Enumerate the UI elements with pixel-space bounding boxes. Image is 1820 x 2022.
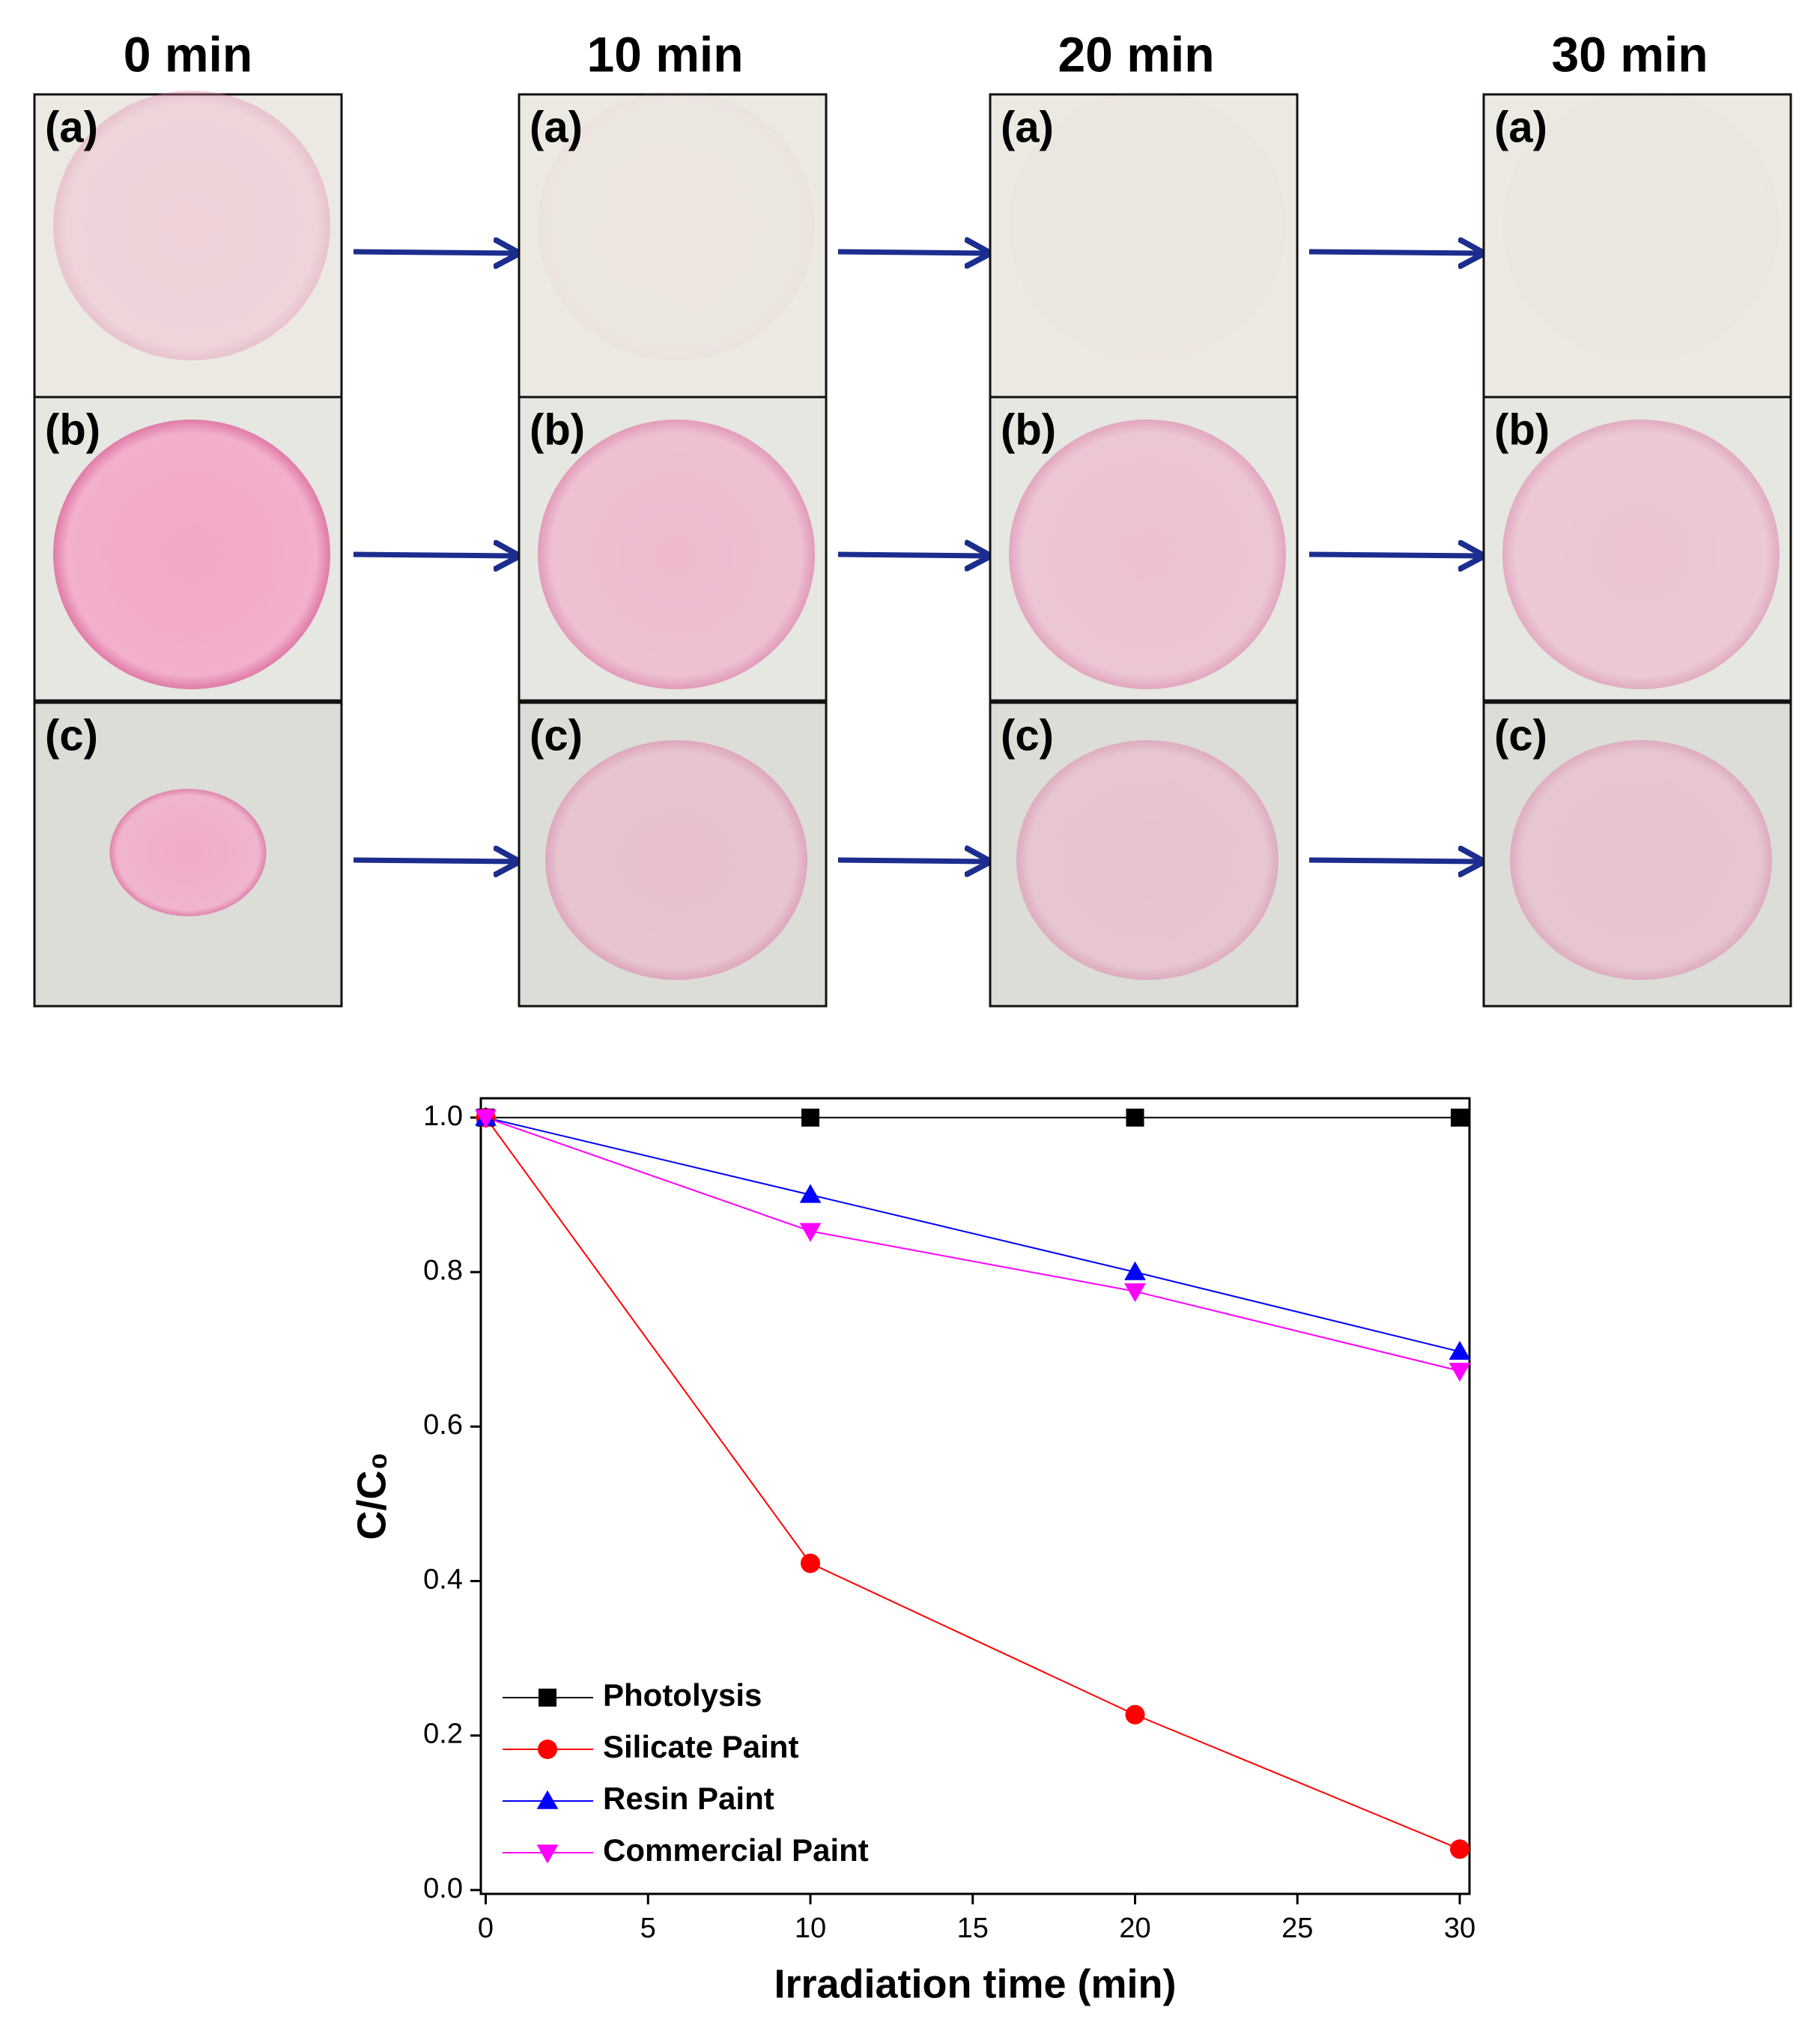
y-tick-label: 1.0 [423, 1101, 463, 1132]
x-axis-label: Irradiation time (min) [774, 1961, 1176, 2006]
panel-label: (a) [1001, 103, 1054, 151]
marker [799, 1184, 822, 1203]
marker [801, 1108, 819, 1127]
stain [545, 740, 807, 980]
panel-label: (b) [530, 405, 585, 454]
marker [538, 1740, 557, 1759]
panel-label: (c) [45, 711, 98, 760]
marker [1126, 1108, 1144, 1127]
panel-label: (b) [1494, 405, 1550, 454]
x-tick-label: 10 [795, 1913, 826, 1944]
photo-grid: 0 min(a)(b)(c)10 min(a)(b)(c)20 min(a)(b… [33, 26, 1792, 1008]
arrow [1308, 554, 1479, 556]
marker [1124, 1283, 1146, 1303]
column-title: 30 min [1551, 26, 1708, 82]
stain [538, 420, 815, 689]
stain [109, 789, 267, 916]
arrow [1308, 252, 1479, 253]
x-tick-label: 25 [1281, 1913, 1313, 1944]
legend-label: Resin Paint [603, 1781, 774, 1816]
x-tick-label: 20 [1119, 1913, 1150, 1944]
x-tick-label: 0 [478, 1913, 494, 1944]
arrow [353, 252, 515, 253]
panel-label: (b) [45, 405, 100, 454]
marker [1449, 1363, 1471, 1382]
stain [1510, 740, 1772, 980]
arrow [1308, 860, 1479, 862]
legend-label: Photolysis [603, 1677, 762, 1713]
panel-label: (a) [530, 103, 583, 151]
column-title: 0 min [124, 26, 252, 82]
marker [539, 1689, 556, 1707]
legend-label: Commercial Paint [603, 1832, 869, 1868]
series-line [485, 1116, 1460, 1372]
legend-label: Silicate Paint [603, 1729, 798, 1764]
column-title: 10 min [586, 26, 743, 82]
marker [475, 1109, 497, 1129]
arrow [837, 554, 986, 556]
marker [1125, 1704, 1145, 1725]
plot-frame [479, 1097, 1471, 1895]
arrow [837, 252, 986, 253]
x-tick-label: 5 [640, 1913, 656, 1944]
x-tick-label: 15 [957, 1913, 989, 1944]
marker [1449, 1839, 1469, 1859]
photo-panel [1482, 93, 1792, 399]
marker [799, 1223, 822, 1242]
stain [1502, 420, 1780, 689]
marker [1450, 1108, 1469, 1127]
column-title: 20 min [1058, 26, 1214, 82]
arrow [353, 860, 515, 862]
marker [1449, 1340, 1471, 1360]
stain [53, 91, 330, 360]
marker [801, 1553, 820, 1573]
panel-label: (b) [1001, 405, 1056, 454]
series-line [485, 1116, 1460, 1353]
marker [536, 1790, 559, 1809]
panel-label: (a) [45, 103, 98, 151]
stain [53, 420, 330, 689]
stain [1016, 740, 1278, 980]
x-tick-label: 30 [1444, 1913, 1475, 1944]
y-tick-label: 0.8 [423, 1255, 463, 1286]
panel-label: (c) [1494, 711, 1547, 760]
panel-label: (c) [530, 711, 583, 760]
y-axis-label: C/C₀ [349, 1452, 394, 1540]
marker [1124, 1261, 1146, 1280]
stain [538, 91, 815, 360]
y-tick-label: 0.2 [423, 1719, 463, 1750]
y-tick-label: 0.0 [423, 1873, 463, 1904]
stain [1009, 420, 1286, 689]
arrow [837, 860, 986, 862]
y-tick-label: 0.6 [423, 1409, 463, 1441]
stain [1009, 91, 1286, 360]
panel-label: (c) [1001, 711, 1054, 760]
y-tick-label: 0.4 [423, 1564, 463, 1595]
chart: 0 5 10 15 20 25 30 0.0 0.2 0.4 0.6 0.8 1.0 Irradiatio… [349, 1097, 1475, 2006]
series-line [485, 1117, 1460, 1850]
arrow [353, 554, 515, 556]
panel-label: (a) [1494, 103, 1547, 151]
marker [536, 1844, 559, 1864]
